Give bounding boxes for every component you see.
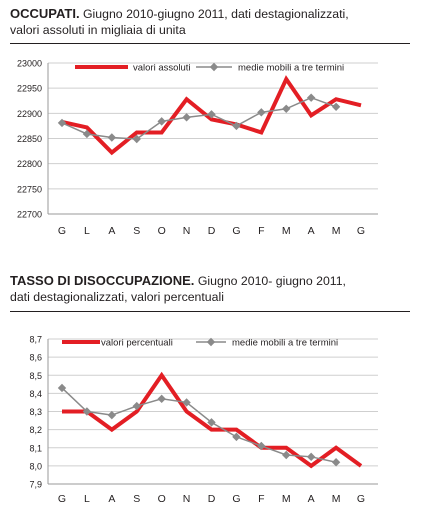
x-tick-label: A [108, 493, 115, 505]
y-tick-label: 8,4 [29, 389, 42, 399]
x-tick-label: G [232, 225, 240, 237]
y-tick-label: 8,1 [29, 443, 42, 453]
x-tick-label: M [282, 493, 291, 505]
y-tick-label: 22800 [17, 159, 42, 169]
x-tick-label: A [308, 493, 315, 505]
y-tick-label: 8,7 [29, 335, 42, 345]
data-point-marker [157, 117, 166, 126]
chart-title-line2: valori assoluti in migliaia di unita [10, 23, 186, 37]
data-point-marker [107, 410, 117, 420]
chart-occupati: 22700 22750 22800 22850 22900 22950 23000 G L A S O… [17, 59, 378, 237]
x-tick-label: A [308, 225, 315, 237]
title-divider [10, 311, 410, 312]
x-tick-label: S [133, 493, 140, 505]
x-tick-label: O [158, 493, 166, 505]
data-point-marker [232, 432, 241, 442]
series-line-moving-average [61, 96, 337, 140]
x-tick-label: F [258, 493, 264, 505]
y-tick-label: 8,0 [29, 461, 42, 471]
x-tick-label: L [84, 493, 90, 505]
x-tick-label: D [208, 493, 216, 505]
data-point-marker [82, 407, 92, 416]
y-tick-label: 22750 [17, 184, 42, 194]
data-point-marker [82, 129, 92, 139]
data-point-marker [107, 133, 117, 142]
chart-title-bold: OCCUPATI. [10, 6, 80, 21]
legend-marker [206, 337, 216, 347]
x-tick-label: F [258, 225, 264, 237]
x-tick-label: M [332, 493, 341, 505]
chart-title-rest: Giugno 2010- giugno 2011, [194, 274, 346, 288]
data-point-marker [257, 441, 266, 451]
x-tick-label: G [58, 493, 66, 505]
data-point-marker [282, 104, 291, 114]
data-point-marker [182, 113, 191, 122]
x-tick-label: D [208, 225, 216, 237]
y-tick-label: 8,5 [29, 371, 42, 381]
y-tick-label: 7,9 [29, 480, 42, 490]
y-tick-label: 22850 [17, 134, 42, 144]
x-tick-label: G [232, 493, 240, 505]
data-point-marker [331, 102, 341, 111]
x-tick-label: M [332, 225, 341, 237]
chart-title-bold: TASSO DI DISOCCUPAZIONE. [10, 273, 195, 288]
y-tick-label: 22900 [17, 109, 42, 119]
x-tick-label: G [58, 225, 66, 237]
chart-title-line2: dati destagionalizzati, valori percentua… [10, 290, 224, 304]
data-point-marker [132, 401, 141, 411]
y-tick-label: 23000 [17, 59, 42, 69]
legend-label: valori percentuali [101, 338, 173, 349]
y-tick-label: 8,2 [29, 425, 42, 435]
y-tick-label: 22950 [17, 84, 42, 94]
data-point-marker [157, 394, 166, 404]
x-tick-label: S [133, 225, 140, 237]
data-point-marker [282, 450, 291, 460]
legend-label: medie mobili a tre termini [238, 63, 344, 74]
x-tick-label: N [183, 493, 191, 505]
x-tick-label: L [84, 225, 90, 237]
legend-label: medie mobili a tre termini [232, 338, 338, 349]
chart-panel-occupati: OCCUPATI. Giugno 2010-giugno 2011, dati … [0, 0, 421, 250]
chart-title: TASSO DI DISOCCUPAZIONE. Giugno 2010- gi… [10, 273, 410, 305]
chart-title-rest: Giugno 2010-giugno 2011, dati destagiona… [79, 7, 349, 21]
x-tick-label: M [282, 225, 291, 237]
y-tick-label: 8,3 [29, 407, 42, 417]
x-tick-label: N [183, 225, 191, 237]
x-tick-label: A [108, 225, 115, 237]
data-point-marker [182, 398, 191, 407]
data-point-marker [306, 452, 316, 462]
data-point-marker [232, 121, 241, 131]
y-tick-label: 22700 [17, 210, 42, 220]
series-line-moving-average [61, 387, 337, 463]
series-line-primary [61, 75, 362, 156]
data-point-marker [132, 134, 141, 144]
data-point-marker [57, 383, 67, 393]
x-tick-label: O [158, 225, 166, 237]
data-point-marker [207, 110, 216, 119]
x-tick-label: G [357, 493, 365, 505]
title-divider [10, 43, 410, 44]
legend-marker [209, 62, 219, 72]
data-point-marker [257, 108, 266, 117]
data-point-marker [57, 118, 67, 128]
data-point-marker [207, 418, 216, 427]
series-line-primary [62, 371, 363, 469]
legend-label: valori assoluti [133, 63, 191, 74]
data-point-marker [306, 93, 316, 102]
x-tick-label: G [357, 225, 365, 237]
chart-title: OCCUPATI. Giugno 2010-giugno 2011, dati … [10, 6, 410, 38]
data-point-marker [331, 458, 341, 467]
y-tick-label: 8,6 [29, 353, 42, 363]
